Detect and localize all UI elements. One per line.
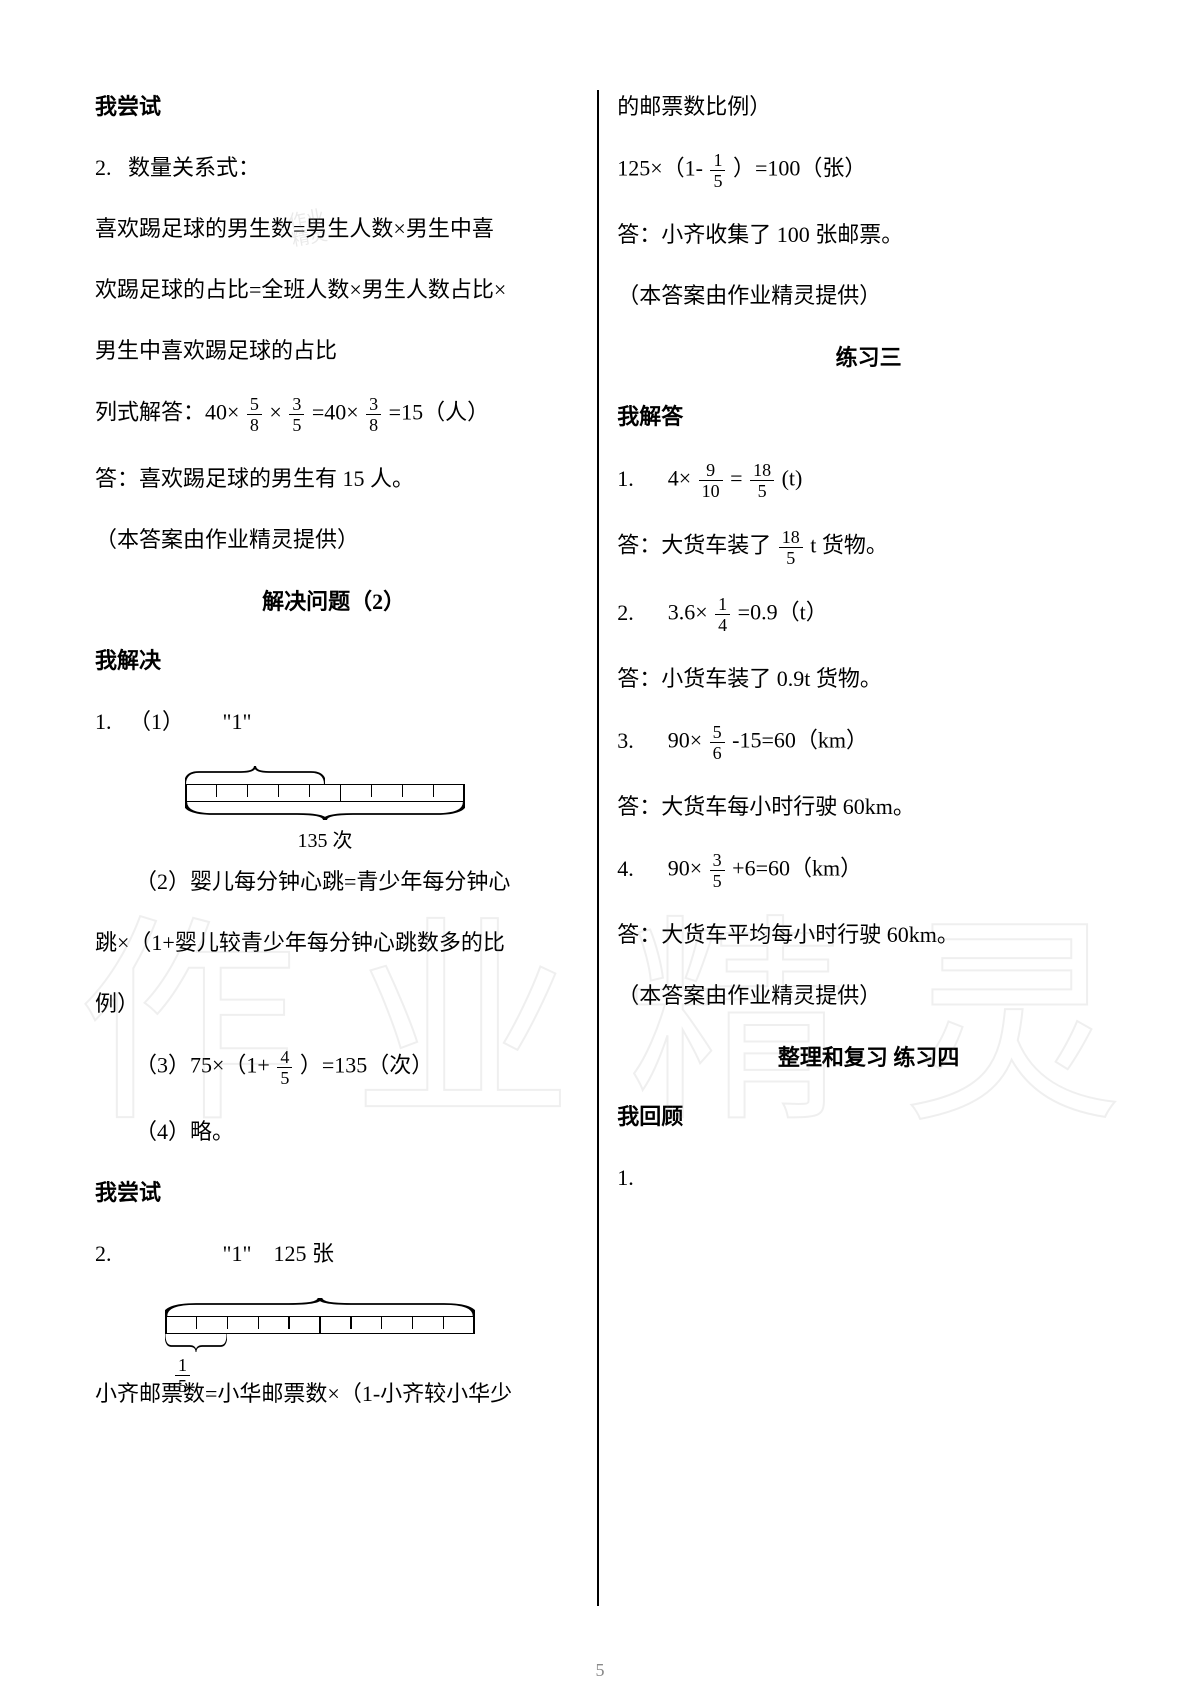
rq3-number: 3. [617,728,634,753]
fraction-4-5: 45 [277,1048,292,1087]
p1-sub1: （1） [129,709,184,734]
fraction-3-5: 35 [289,395,304,434]
rq-credit: （本答案由作业精灵提供） [617,979,1120,1012]
ruler-2 [165,1316,475,1334]
section-review-practice-4: 整理和复习 练习四 [617,1040,1120,1072]
p2-label-line: 2. "1" 125 张 [95,1237,572,1270]
fraction-3-8: 38 [366,395,381,434]
q2-calc-pre: 列式解答：40× [95,400,239,425]
rq1-pre: 4× [668,466,691,491]
rq1-mid: = [730,466,742,491]
rq4: 4. 90× 35 +6=60（km） [617,851,1120,890]
q2-credit: （本答案由作业精灵提供） [95,523,572,556]
q2-calc-end: =15（人） [389,400,489,425]
p1-sub4: （4）略。 [95,1115,572,1148]
q2-calc-mid: × [269,400,281,425]
fraction-18-5: 185 [750,461,774,500]
rq2-post: =0.9（t） [738,600,828,625]
fraction-9-10: 910 [699,461,723,500]
heading-review: 我回顾 [617,1100,1120,1133]
r3-answer: 答：小齐收集了 100 张邮票。 [617,218,1120,251]
p1-number: 1. [95,709,112,734]
fraction-5-6: 56 [710,723,725,762]
p1-3-pre: （3）75×（1+ [135,1053,270,1078]
p2-equation: 小齐邮票数=小华邮票数×（1-小齐较小华少 [95,1377,572,1410]
p1-sub2-c: 例） [95,987,572,1020]
rq2-number: 2. [617,600,634,625]
q2-text-2: 欢踢足球的占比=全班人数×男生人数占比× [95,273,572,306]
left-column: 我尝试 2. 数量关系式： 喜欢踢足球的男生数=男生人数×男生中喜 欢踢足球的占… [95,90,597,1656]
label-135: 135 次 [185,824,465,853]
rq4-pre: 90× [668,856,702,881]
rq1-ans-pre: 答：大货车装了 [617,533,771,558]
q2-title-line: 2. 数量关系式： [95,151,572,184]
rq1-post: (t) [782,466,803,491]
q2-title: 数量关系式： [128,155,260,180]
fraction-1-4: 14 [715,595,730,634]
diagram-1: 135 次 [185,766,465,853]
rq4-ans: 答：大货车平均每小时行驶 60km。 [617,918,1120,951]
p1-3-post: ）=135（次） [300,1053,433,1078]
brace-bottom-1 [185,802,465,820]
problem-1-label: 1. （1） "1" [95,705,572,738]
fraction-18-5-b: 185 [779,528,803,567]
rq3-post: -15=60（km） [732,728,868,753]
p1-quote-1: "1" [223,709,252,734]
p1-sub3: （3）75×（1+ 45 ）=135（次） [95,1048,572,1087]
heading-try-1: 我尝试 [95,90,572,123]
brace-top-2 [165,1298,475,1316]
r1: 的邮票数比例） [617,90,1120,123]
heading-solve-answer: 我解答 [617,400,1120,433]
column-divider [597,90,599,1606]
rq1-ans: 答：大货车装了 185 t 货物。 [617,528,1120,567]
q2-text-3: 男生中喜欢踢足球的占比 [95,334,572,367]
rq1-number: 1. [617,466,634,491]
q2-number: 2. [95,155,112,180]
rq1b-number: 1. [617,1165,634,1190]
q2-answer: 答：喜欢踢足球的男生有 15 人。 [95,462,572,495]
p2-number: 2. [95,1241,112,1266]
rq3-pre: 90× [668,728,702,753]
rq1b: 1. [617,1161,1120,1194]
heading-solve: 我解决 [95,644,572,677]
fraction-5-8: 58 [247,395,262,434]
rq4-number: 4. [617,856,634,881]
rq3-ans: 答：大货车每小时行驶 60km。 [617,790,1120,823]
rq2-pre: 3.6× [668,600,708,625]
q2-text-1: 喜欢踢足球的男生数=男生人数×男生中喜 [95,212,572,245]
brace-bottom-2 [165,1334,227,1352]
heading-try-2: 我尝试 [95,1176,572,1209]
r2-post: ）=100（张） [733,156,866,181]
q2-calc-eq: =40× [312,400,359,425]
r4-credit: （本答案由作业精灵提供） [617,279,1120,312]
brace-top-1 [185,766,325,784]
fraction-3-5-b: 35 [710,851,725,890]
p1-sub2-a: （2）婴儿每分钟心跳=青少年每分钟心 [95,865,572,898]
p2-quote-1: "1" [223,1241,252,1266]
rq1-ans-post: t 货物。 [810,533,888,558]
p2-125: 125 张 [273,1241,334,1266]
p1-sub2-b: 跳×（1+婴儿较青少年每分钟心跳数多的比 [95,926,572,959]
r2-calc: 125×（1- 15 ）=100（张） [617,151,1120,190]
rq2-ans: 答：小货车装了 0.9t 货物。 [617,662,1120,695]
page-number: 5 [596,1660,605,1681]
fraction-1-5-b: 15 [710,151,725,190]
rq4-post: +6=60（km） [732,856,862,881]
section-practice-3: 练习三 [617,340,1120,372]
rq1: 1. 4× 910 = 185 (t) [617,461,1120,500]
rq2: 2. 3.6× 14 =0.9（t） [617,595,1120,634]
right-column: 的邮票数比例） 125×（1- 15 ）=100（张） 答：小齐收集了 100 … [597,90,1120,1656]
ruler-1 [185,784,465,802]
section-solve-problem-2: 解决问题（2） [95,584,572,616]
rq3: 3. 90× 56 -15=60（km） [617,723,1120,762]
r2-pre: 125×（1- [617,156,703,181]
q2-calculation: 列式解答：40× 58 × 35 =40× 38 =15（人） [95,395,572,434]
